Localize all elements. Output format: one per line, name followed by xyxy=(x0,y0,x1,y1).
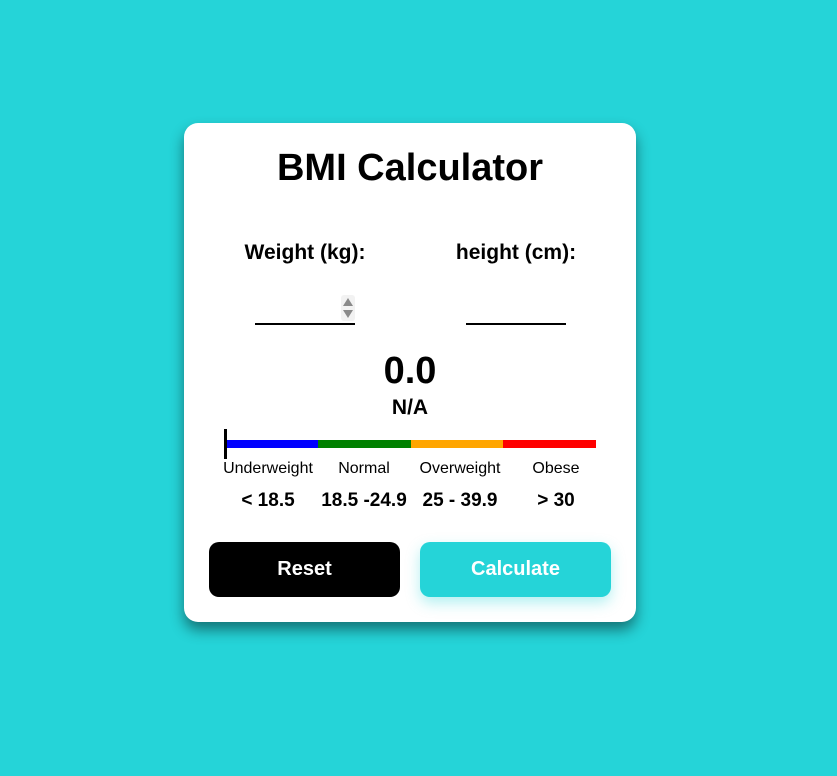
weight-spinner[interactable] xyxy=(341,295,355,321)
scale-label-normal: Normal xyxy=(338,460,390,477)
weight-input[interactable] xyxy=(255,291,355,325)
bmi-result-category: N/A xyxy=(391,396,429,419)
page-title: BMI Calculator xyxy=(276,147,544,189)
spin-down-arrow-icon[interactable] xyxy=(343,310,353,318)
scale-segment-normal xyxy=(317,440,411,448)
scale-segment-overweight xyxy=(410,440,504,448)
bmi-scale-bar xyxy=(225,440,596,448)
height-input[interactable] xyxy=(466,291,566,325)
reset-button[interactable]: Reset xyxy=(209,542,400,597)
scale-range-overweight: 25 - 39.9 xyxy=(422,490,498,511)
bmi-scale-marker xyxy=(224,429,227,459)
weight-field-group: Weight (kg): xyxy=(225,241,385,325)
scale-labels: Underweight Normal Overweight Obese xyxy=(220,460,604,478)
bmi-calculator-card: BMI Calculator Weight (kg): height (cm):… xyxy=(184,123,636,622)
spin-up-arrow-icon[interactable] xyxy=(343,298,353,306)
scale-range-underweight: < 18.5 xyxy=(241,490,295,511)
bmi-result-value: 0.0 xyxy=(383,350,437,392)
height-label: height (cm): xyxy=(455,241,577,264)
height-field-group: height (cm): xyxy=(436,241,596,325)
weight-label: Weight (kg): xyxy=(244,241,366,264)
scale-segment-underweight xyxy=(225,440,318,448)
scale-label-obese: Obese xyxy=(532,460,580,477)
scale-label-overweight: Overweight xyxy=(419,460,501,477)
scale-range-normal: 18.5 -24.9 xyxy=(321,490,407,511)
scale-label-underweight: Underweight xyxy=(223,460,313,477)
calculate-button[interactable]: Calculate xyxy=(420,542,611,597)
scale-range-obese: > 30 xyxy=(537,490,575,511)
scale-ranges: < 18.5 18.5 -24.9 25 - 39.9 > 30 xyxy=(220,490,604,512)
scale-segment-obese xyxy=(503,440,596,448)
